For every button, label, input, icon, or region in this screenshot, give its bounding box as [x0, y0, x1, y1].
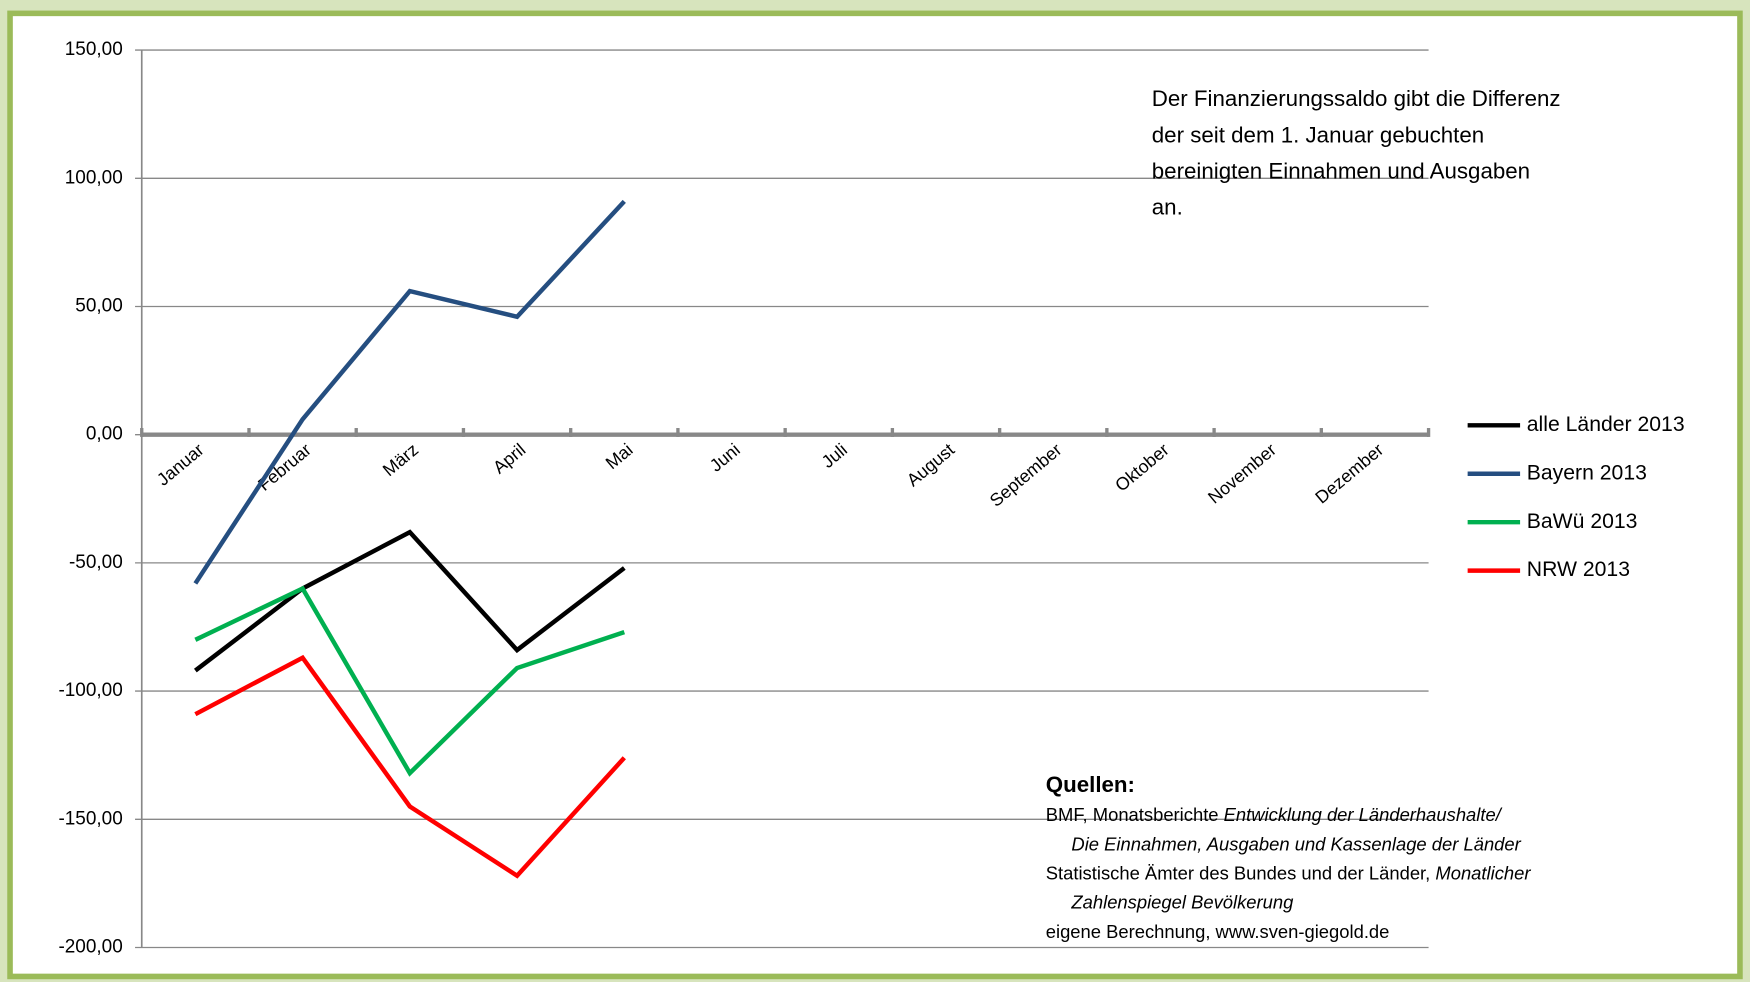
source-text: Statistische Ämter des Bundes und der Lä… [1046, 862, 1436, 883]
source-line: Statistische Ämter des Bundes und der Lä… [1046, 862, 1532, 883]
source-text: Die Einnahmen, Ausgaben und Kassenlage d… [1071, 833, 1521, 854]
source-line: BMF, Monatsberichte Entwicklung der Länd… [1046, 804, 1503, 825]
annotation: der seit dem 1. Januar gebuchten [1152, 122, 1484, 147]
series-line [194, 654, 626, 879]
y-tick-label: -100,00 [58, 680, 122, 701]
legend-label: alle Länder 2013 [1527, 413, 1685, 436]
y-tick-label: 0,00 [86, 424, 123, 445]
legend-label: NRW 2013 [1527, 558, 1630, 581]
legend-label: Bayern 2013 [1527, 461, 1647, 484]
annotation: an. [1152, 195, 1183, 220]
y-tick-label: 50,00 [75, 296, 122, 317]
legend-label: BaWü 2013 [1527, 510, 1638, 533]
source-line: Die Einnahmen, Ausgaben und Kassenlage d… [1071, 833, 1521, 854]
source-text: Zahlenspiegel Bevölkerung [1070, 891, 1294, 912]
source-text: eigene Berechnung, www.sven-giegold.de [1046, 921, 1390, 942]
sources-title: Quellen: [1046, 772, 1135, 797]
source-line: eigene Berechnung, www.sven-giegold.de [1046, 921, 1390, 942]
annotation: Der Finanzierungssaldo gibt die Differen… [1152, 86, 1561, 111]
series-line [194, 529, 626, 673]
source-text: Entwicklung der Länderhaushalte/ [1224, 804, 1503, 825]
y-tick-label: 100,00 [65, 167, 123, 188]
y-tick-label: 150,00 [65, 39, 123, 60]
series-line [193, 199, 626, 585]
y-tick-label: -50,00 [69, 552, 123, 573]
chart-frame [7, 10, 1743, 980]
source-text: Monatlicher [1435, 862, 1531, 883]
y-tick-label: -150,00 [58, 808, 122, 829]
source-text: BMF, Monatsberichte [1046, 804, 1224, 825]
annotation: bereinigten Einnahmen und Ausgaben [1152, 158, 1530, 183]
source-line: Zahlenspiegel Bevölkerung [1070, 891, 1294, 912]
y-tick-label: -200,00 [58, 936, 122, 957]
series-line [194, 585, 626, 777]
